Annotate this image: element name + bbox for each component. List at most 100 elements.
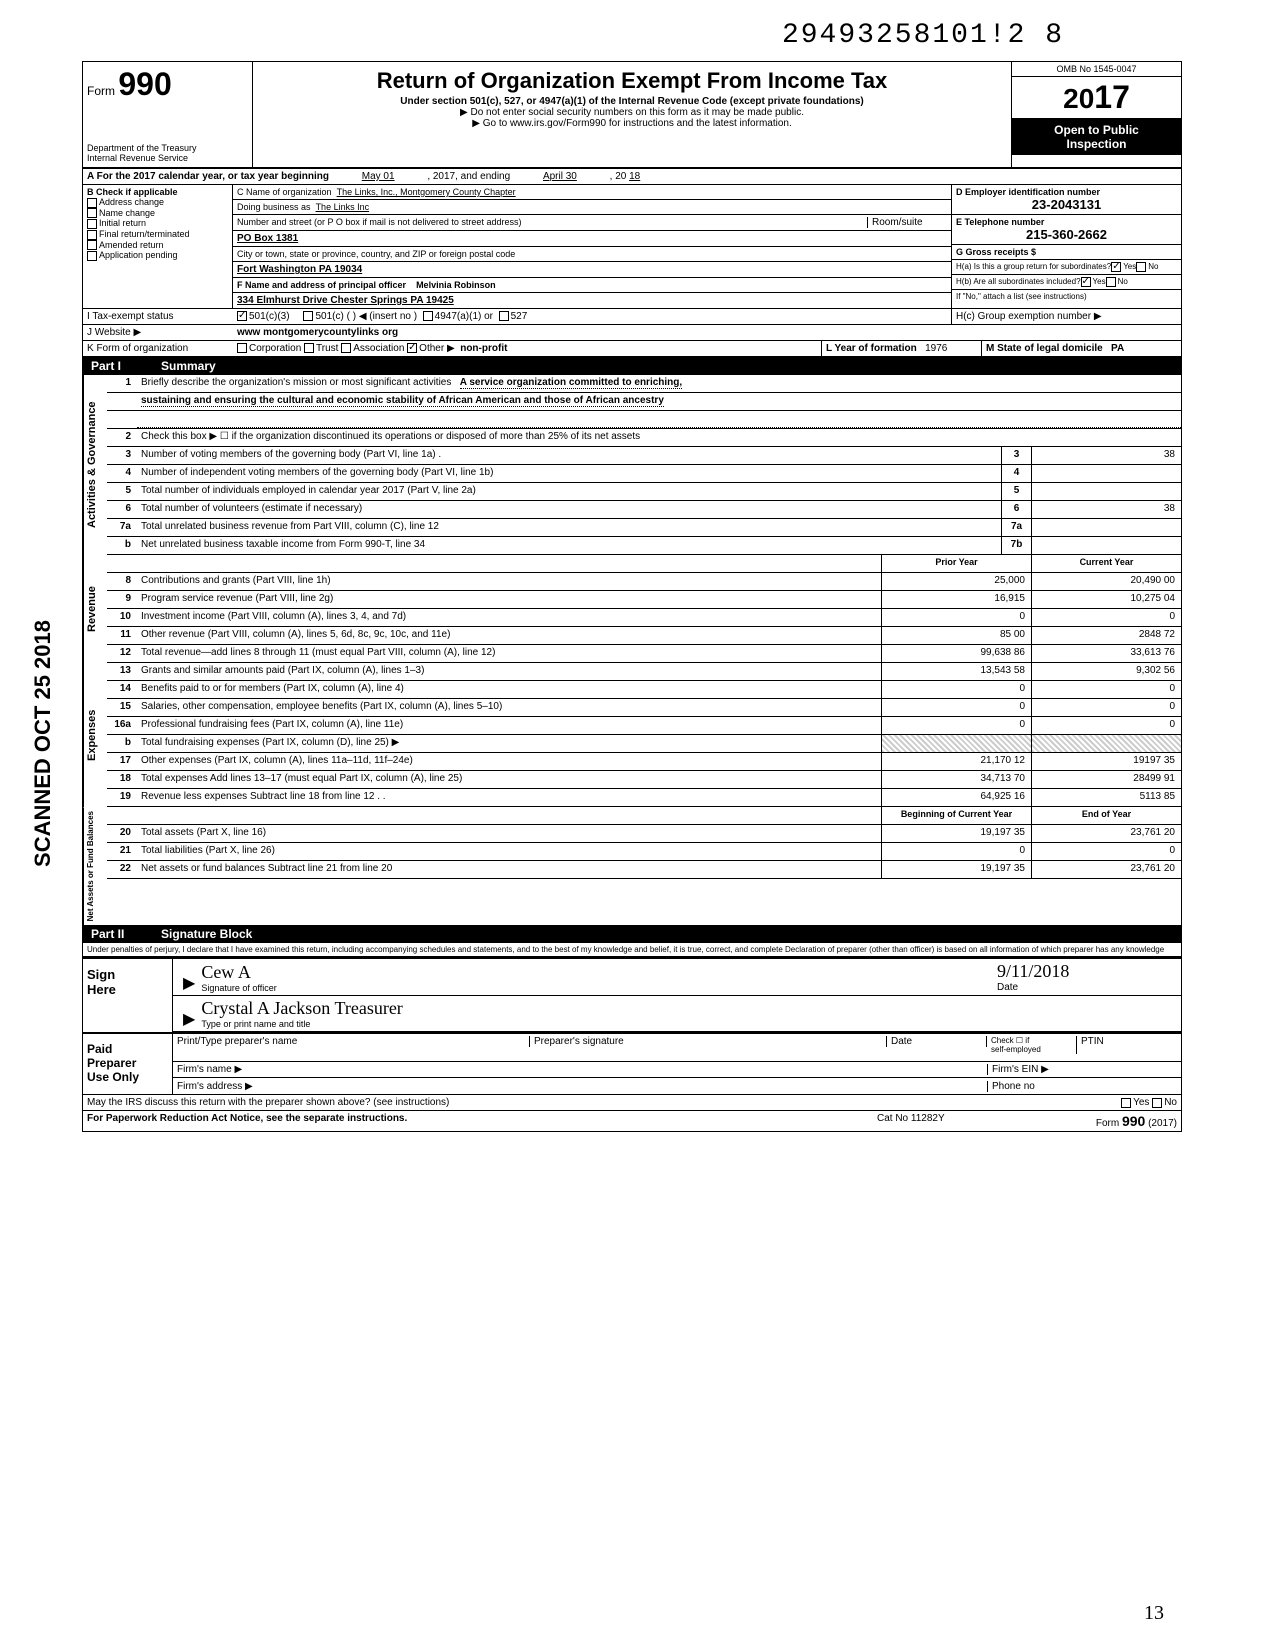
curr-year-val: 23,761 20 (1031, 825, 1181, 842)
ptin-col: PTIN (1077, 1036, 1177, 1047)
officer-sig-label: Signature of officer (201, 983, 997, 993)
prior-year-val: 0 (881, 843, 1031, 860)
line7b-val (1031, 537, 1181, 554)
cb-amended[interactable] (87, 240, 97, 250)
part-1-title: Summary (161, 359, 216, 373)
ha-yes[interactable] (1111, 262, 1121, 272)
line7a: Total unrelated business revenue from Pa… (137, 519, 1001, 536)
summary-row: 22Net assets or fund balances Subtract l… (107, 861, 1181, 879)
cb-corp[interactable] (237, 343, 247, 353)
row-num: 16a (107, 717, 137, 734)
cb-trust[interactable] (304, 343, 314, 353)
summary-row: 17Other expenses (Part IX, column (A), l… (107, 753, 1181, 771)
officer-signature: Cew A (201, 962, 997, 983)
officer-name: Melvinia Robinson (416, 280, 496, 290)
end-year-hdr: End of Year (1031, 807, 1181, 824)
officer-label: F Name and address of principal officer (237, 280, 406, 290)
line4: Number of independent voting members of … (137, 465, 1001, 482)
summary-row: 18Total expenses Add lines 13–17 (must e… (107, 771, 1181, 789)
curr-year-val: 28499 91 (1031, 771, 1181, 788)
cat-no: Cat No 11282Y (877, 1113, 1027, 1129)
discuss-no[interactable] (1152, 1098, 1162, 1108)
paid-preparer-block: PaidPreparerUse Only Print/Type preparer… (83, 1032, 1181, 1094)
hb-no[interactable] (1106, 277, 1116, 287)
firm-name-label: Firm's name ▶ (177, 1064, 987, 1075)
summary-row: 9Program service revenue (Part VIII, lin… (107, 591, 1181, 609)
hb-yes-lbl: Yes (1093, 277, 1106, 287)
ha-no[interactable] (1136, 262, 1146, 272)
cb-initial-return[interactable] (87, 219, 97, 229)
row-a-label: A For the 2017 calendar year, or tax yea… (87, 171, 329, 182)
lbl-initial-return: Initial return (99, 218, 146, 228)
line4-val (1031, 465, 1181, 482)
corner-mark: 13 (1144, 1602, 1164, 1625)
cb-4947[interactable] (423, 311, 433, 321)
hb-yes[interactable] (1081, 277, 1091, 287)
summary-row: 12Total revenue—add lines 8 through 11 (… (107, 645, 1181, 663)
discuss-yes-lbl: Yes (1133, 1097, 1149, 1108)
form-number: 990 (118, 66, 171, 102)
firm-ein-label: Firm's EIN ▶ (987, 1064, 1177, 1075)
column-b-checkboxes: B Check if applicable Address change Nam… (83, 185, 233, 308)
cb-name-change[interactable] (87, 208, 97, 218)
cb-527[interactable] (499, 311, 509, 321)
row-desc: Other revenue (Part VIII, column (A), li… (137, 627, 881, 644)
cb-final-return[interactable] (87, 230, 97, 240)
form-label: Form (87, 84, 115, 98)
discuss-yes[interactable] (1121, 1098, 1131, 1108)
cb-address-change[interactable] (87, 198, 97, 208)
prior-year-val: 19,197 35 (881, 825, 1031, 842)
sign-date-label: Date (997, 982, 1177, 993)
row-a-tax-year: A For the 2017 calendar year, or tax yea… (83, 169, 1181, 185)
summary-row: 11Other revenue (Part VIII, column (A), … (107, 627, 1181, 645)
cb-other[interactable] (407, 343, 417, 353)
ein-value: 23-2043131 (956, 197, 1177, 212)
open-public-1: Open to Public (1016, 123, 1177, 137)
curr-year-val (1031, 735, 1181, 752)
curr-year-val: 10,275 04 (1031, 591, 1181, 608)
lbl-501c-b: ) ◀ (insert no ) (353, 311, 417, 322)
curr-year-hdr: Current Year (1031, 555, 1181, 572)
row-desc: Program service revenue (Part VIII, line… (137, 591, 881, 608)
cb-application-pending[interactable] (87, 251, 97, 261)
part-2-header: Part II Signature Block (83, 925, 1181, 943)
curr-year-val: 0 (1031, 843, 1181, 860)
section-b-label: B Check if applicable (87, 187, 228, 197)
self-employed-a: Check ☐ if (991, 1036, 1029, 1045)
cb-501c3[interactable] (237, 311, 247, 321)
form-org-label: K Form of organization (83, 341, 233, 356)
row-num: 19 (107, 789, 137, 806)
lbl-corp: Corporation (249, 343, 301, 354)
dept-treasury: Department of the Treasury (87, 143, 248, 153)
ha-label: H(a) Is this a group return for subordin… (956, 262, 1111, 272)
domicile-label: M State of legal domicile (986, 343, 1103, 354)
firm-addr-label: Firm's address ▶ (177, 1081, 987, 1092)
website-value: www montgomerycountylinks org (237, 327, 398, 338)
gross-receipts-label: G Gross receipts $ (956, 247, 1036, 257)
row-k: K Form of organization Corporation Trust… (83, 341, 1181, 357)
row-num: 17 (107, 753, 137, 770)
ein-label: D Employer identification number (956, 187, 1177, 197)
cb-501c[interactable] (303, 311, 313, 321)
preparer-name-col: Print/Type preparer's name (177, 1036, 530, 1047)
row-desc: Net assets or fund balances Subtract lin… (137, 861, 881, 878)
prior-year-val: 34,713 70 (881, 771, 1031, 788)
row-num: 18 (107, 771, 137, 788)
city-value: Fort Washington PA 19034 (237, 264, 362, 275)
tax-year-end-month: April 30 (513, 171, 607, 182)
curr-year-val: 20,490 00 (1031, 573, 1181, 590)
prior-year-val: 0 (881, 609, 1031, 626)
line6-val: 38 (1031, 501, 1181, 518)
cb-assoc[interactable] (341, 343, 351, 353)
line1-label: Briefly describe the organization's miss… (141, 377, 451, 388)
officer-name-label: Type or print name and title (201, 1019, 1177, 1029)
phone-label: E Telephone number (956, 217, 1177, 227)
part-2-label: Part II (91, 927, 161, 941)
org-name-label: C Name of organization (237, 187, 332, 197)
curr-year-val: 0 (1031, 609, 1181, 626)
row-desc: Other expenses (Part IX, column (A), lin… (137, 753, 881, 770)
line5: Total number of individuals employed in … (137, 483, 1001, 500)
part-1-header: Part I Summary (83, 357, 1181, 375)
prior-year-val: 19,197 35 (881, 861, 1031, 878)
row-desc: Total fundraising expenses (Part IX, col… (137, 735, 881, 752)
